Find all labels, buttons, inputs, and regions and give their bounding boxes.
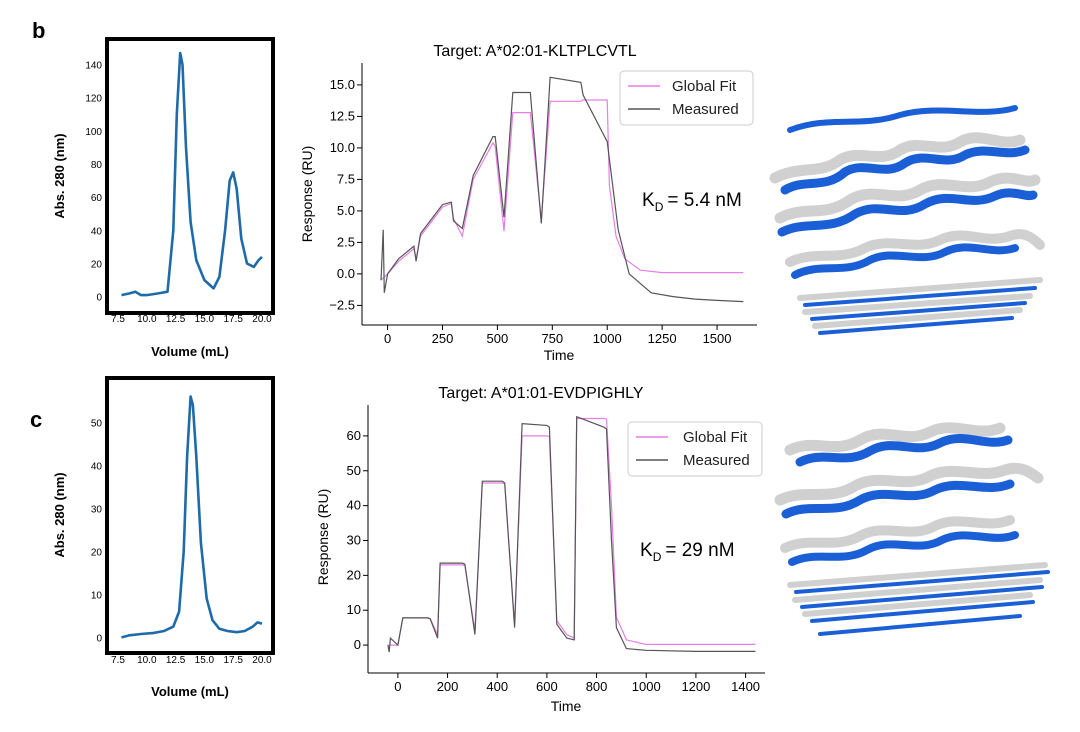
sec-b-ylabel: Abs. 280 (nm) [52, 133, 67, 218]
sec-b-ytick-label: 120 [85, 94, 102, 105]
spr-chart-b: Target: A*02:01-KLTPLCVTL 0 250 500 750 1000… [299, 43, 757, 363]
sec-c-ytick-label: 40 [91, 461, 103, 472]
sec-b-ytick-label: 140 [85, 61, 102, 72]
sec-b-xtick-label: 20.0 [252, 314, 272, 325]
spr-c-ytick-label: 10 [347, 602, 361, 617]
spr-b-ytick-label: 12.5 [330, 108, 355, 123]
protein-structure-b [769, 105, 1045, 335]
sec-b-ytick-label: 60 [91, 193, 103, 204]
sec-b-trace [121, 51, 263, 297]
sec-c-trace [121, 395, 263, 639]
sec-c-xtick-label: 17.5 [223, 655, 243, 666]
sec-c-xlabel: Volume (mL) [151, 684, 229, 699]
spr-c-xtick-label: 200 [437, 679, 459, 694]
sec-b-ytick-label: 0 [96, 293, 102, 304]
spr-c-yticks: 0 10 20 30 40 50 60 [347, 428, 368, 652]
spr-c-ytick-label: 40 [347, 498, 361, 513]
sec-chart-b: 7.5 10.0 12.5 15.0 17.5 20.0 0 20 40 60 80 100 120 1… [52, 37, 275, 359]
spr-c-legend [627, 421, 763, 477]
spr-b-ylabel: Response (RU) [299, 146, 315, 242]
sec-b-yticks: 0 20 40 60 80 100 120 140 [85, 61, 102, 304]
sec-b-ytick-label: 100 [85, 127, 102, 138]
spr-c-xtick-label: 1200 [681, 679, 710, 694]
spr-b-xtick-label: 750 [541, 331, 563, 346]
sec-c-xtick-label: 10.0 [137, 655, 157, 666]
spr-b-ytick-label: 15.0 [330, 77, 355, 92]
spr-b-legend-fit: Global Fit [672, 78, 737, 95]
spr-c-legend-measured: Measured [683, 452, 750, 469]
sec-b-xtick-label: 15.0 [195, 314, 215, 325]
spr-b-xtick-label: 0 [384, 331, 391, 346]
sec-chart-c: 7.5 10.0 12.5 15.0 17.5 20.0 0 10 20 30 40 50 Volu… [52, 376, 275, 699]
sec-c-xtick-label: 15.0 [195, 655, 215, 666]
sec-c-xtick-label: 12.5 [166, 655, 186, 666]
panel-letter-c: c [30, 407, 42, 432]
spr-b-ytick-label: 0.0 [337, 266, 355, 281]
spr-b-xtick-label: 1000 [593, 331, 622, 346]
sec-b-xticks: 7.5 10.0 12.5 15.0 17.5 20.0 [111, 314, 272, 325]
spr-b-title: Target: A*02:01-KLTPLCVTL [433, 43, 636, 60]
spr-b-xtick-label: 1500 [703, 331, 732, 346]
sec-b-xtick-label: 7.5 [111, 314, 125, 325]
spr-b-yticks: −2.5 0.0 2.5 5.0 7.5 10.0 12.5 15.0 [329, 77, 362, 312]
sec-b-ytick-label: 40 [91, 226, 103, 237]
sec-b-xtick-label: 10.0 [137, 314, 157, 325]
sec-b-xtick-label: 12.5 [166, 314, 186, 325]
protein-structure-c [774, 422, 1050, 636]
sec-c-ytick-label: 10 [91, 590, 103, 601]
spr-c-ytick-label: 50 [347, 463, 361, 478]
sec-c-ylabel: Abs. 280 (nm) [52, 472, 67, 557]
spr-c-xtick-label: 600 [536, 679, 558, 694]
spr-c-xlabel: Time [551, 698, 582, 714]
spr-b-ytick-label: 2.5 [337, 234, 355, 249]
spr-c-xtick-label: 1000 [632, 679, 661, 694]
sec-c-ytick-label: 50 [91, 418, 103, 429]
spr-b-legend-measured: Measured [672, 101, 739, 118]
sec-b-xtick-label: 17.5 [223, 314, 243, 325]
spr-b-xtick-label: 500 [487, 331, 509, 346]
spr-c-xtick-label: 0 [394, 679, 401, 694]
sec-b-frame [105, 37, 275, 315]
spr-c-ytick-label: 60 [347, 428, 361, 443]
spr-c-title: Target: A*01:01-EVDPIGHLY [438, 385, 643, 402]
spr-b-legend [619, 70, 754, 126]
sec-b-ytick-label: 80 [91, 160, 103, 171]
spr-c-legend-fit: Global Fit [683, 429, 748, 446]
panel-letter-b: b [32, 18, 45, 43]
spr-b-measured-line [380, 76, 744, 303]
sec-c-xticks: 7.5 10.0 12.5 15.0 17.5 20.0 [111, 655, 272, 666]
spr-c-xtick-label: 800 [586, 679, 608, 694]
sec-b-ytick-label: 20 [91, 260, 103, 271]
spr-c-xticks: 0 200 400 600 800 1000 1200 1400 [394, 673, 760, 694]
spr-b-ytick-label: 7.5 [337, 171, 355, 186]
spr-c-measured-line [387, 415, 756, 653]
spr-b-xtick-label: 1250 [648, 331, 677, 346]
spr-b-ytick-label: 5.0 [337, 203, 355, 218]
sec-c-yticks: 0 10 20 30 40 50 [91, 418, 103, 644]
sec-c-ytick-label: 0 [96, 633, 102, 644]
spr-c-xtick-label: 1400 [731, 679, 760, 694]
sec-c-xtick-label: 20.0 [252, 655, 272, 666]
kd-b-label: KD = 5.4 nM [642, 190, 742, 214]
spr-b-ytick-label: 10.0 [330, 140, 355, 155]
sec-c-ytick-label: 30 [91, 504, 103, 515]
spr-b-ytick-label: −2.5 [329, 297, 355, 312]
spr-c-xtick-label: 400 [486, 679, 508, 694]
spr-c-ytick-label: 0 [354, 637, 361, 652]
kd-c-label: KD = 29 nM [640, 540, 735, 564]
sec-b-xlabel: Volume (mL) [151, 344, 229, 359]
spr-b-xticks: 0 250 500 750 1000 1250 1500 [384, 325, 732, 346]
spr-c-ytick-label: 30 [347, 532, 361, 547]
spr-b-xtick-label: 250 [432, 331, 454, 346]
spr-c-ylabel: Response (RU) [315, 489, 331, 585]
sec-c-xtick-label: 7.5 [111, 655, 125, 666]
spr-b-xlabel: Time [544, 347, 575, 363]
sec-c-frame [105, 376, 275, 655]
spr-c-ytick-label: 20 [347, 567, 361, 582]
sec-c-ytick-label: 20 [91, 547, 103, 558]
spr-chart-c: Target: A*01:01-EVDPIGHLY 0 200 400 600 800 1… [315, 385, 765, 714]
